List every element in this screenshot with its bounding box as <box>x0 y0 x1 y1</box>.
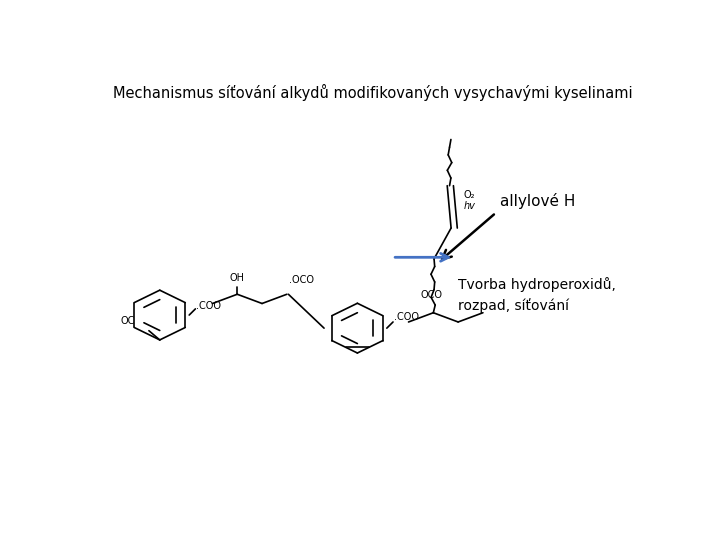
Text: OC: OC <box>120 316 135 327</box>
Text: .OCO: .OCO <box>289 275 314 285</box>
Text: .COO: .COO <box>394 312 419 322</box>
Text: OCO: OCO <box>420 291 443 300</box>
Text: hv: hv <box>464 201 475 211</box>
Text: allylové H: allylové H <box>500 193 575 209</box>
Text: Mechanismus síťování alkydů modifikovaných vysychavými kyselinami: Mechanismus síťování alkydů modifikovaný… <box>113 84 633 101</box>
Text: .COO: .COO <box>196 301 221 311</box>
Text: OH: OH <box>230 273 245 284</box>
Text: O₂: O₂ <box>464 190 475 200</box>
Text: Tvorba hydroperoxidů,
rozpad, síťování: Tvorba hydroperoxidů, rozpad, síťování <box>458 276 616 313</box>
